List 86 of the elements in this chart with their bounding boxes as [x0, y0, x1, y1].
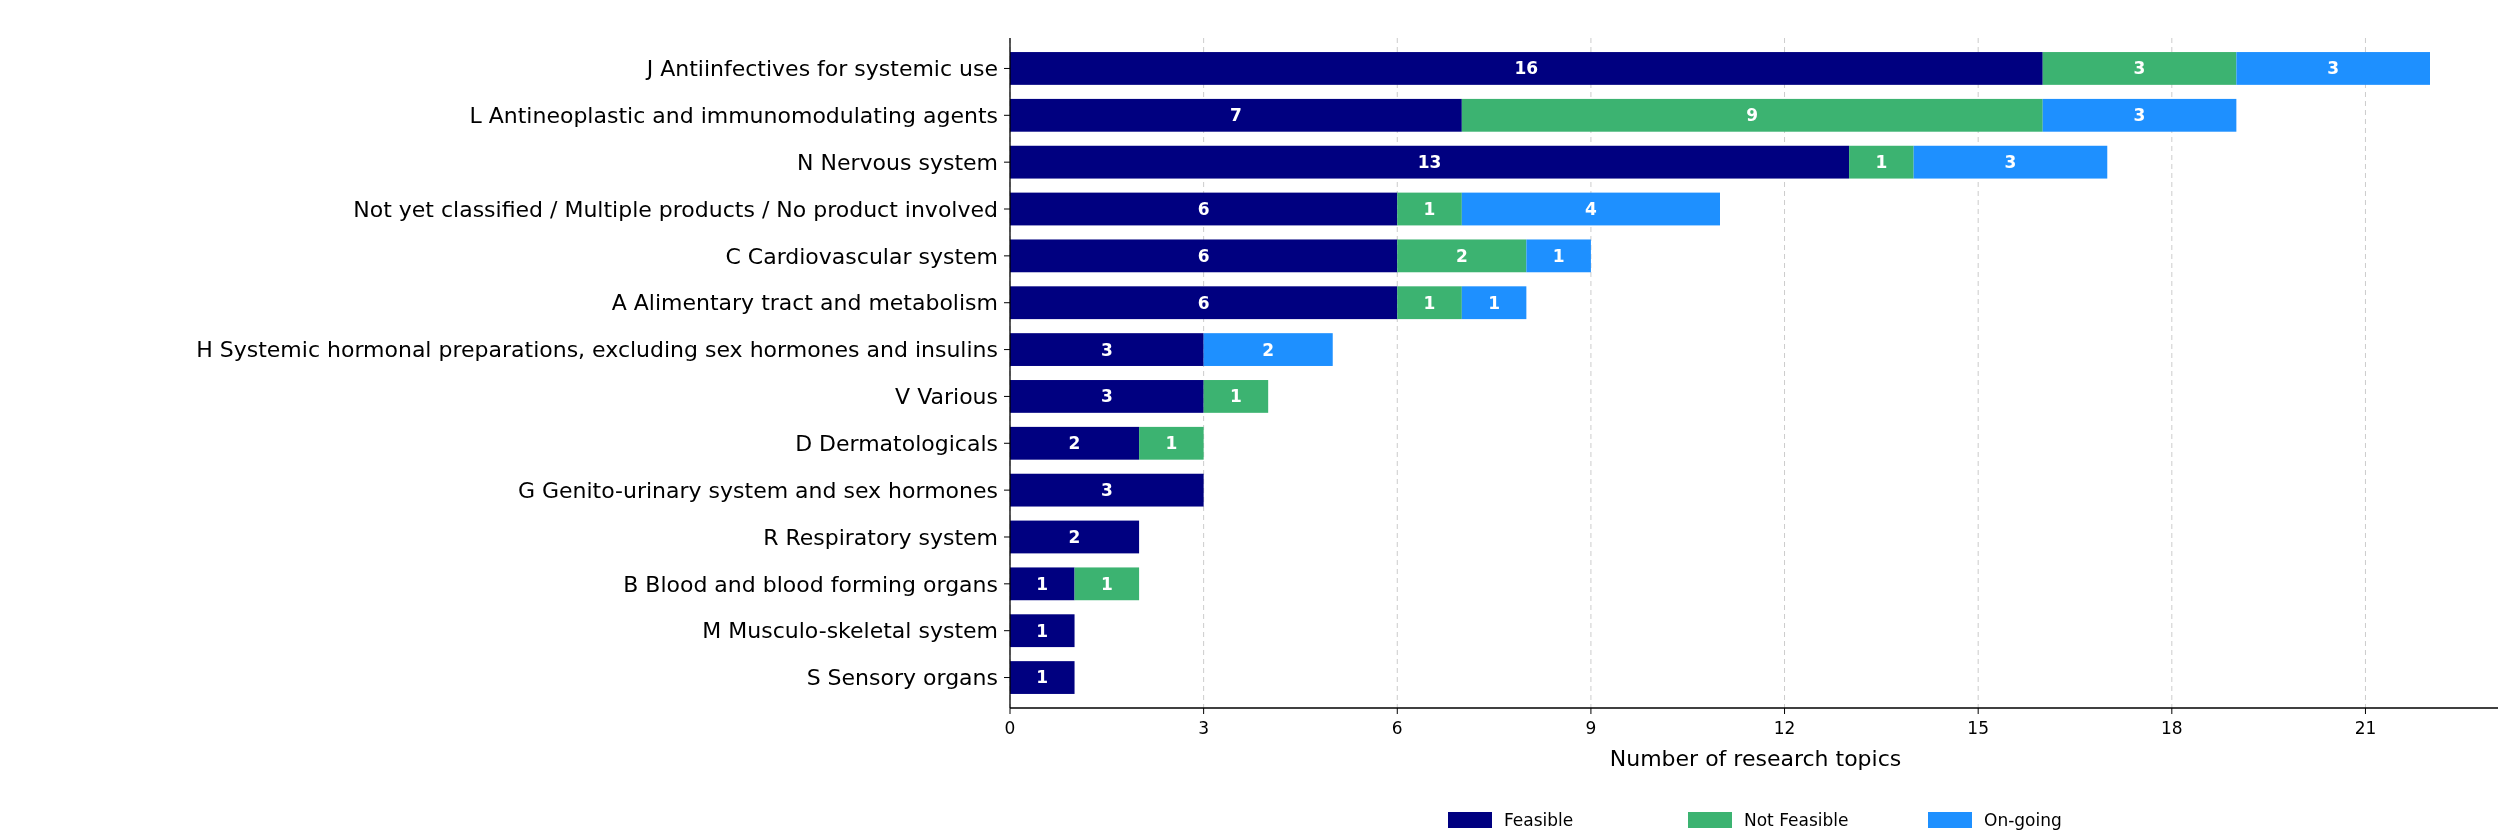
bar [1461, 192, 1720, 226]
data-label: 3 [2004, 152, 2017, 173]
bar [1010, 661, 1075, 694]
data-label: 1 [1229, 386, 1242, 407]
bar [1526, 239, 1591, 273]
data-label: 2 [1455, 245, 1468, 266]
y-tick-label: V Various [895, 384, 998, 410]
y-tick-label: J Antiinfectives for systemic use [644, 56, 998, 82]
legend-label: Feasible [1504, 809, 1574, 830]
y-tick-label: D Dermatologicals [795, 430, 998, 456]
bar [1849, 145, 1914, 179]
x-tick-label: 12 [1773, 718, 1796, 738]
data-label: 1 [1036, 620, 1049, 641]
y-tick-label: A Alimentary tract and metabolism [611, 290, 998, 316]
bar [1074, 567, 1140, 601]
x-tick-label: 21 [2354, 718, 2377, 738]
bar [1010, 145, 1850, 179]
bar [2042, 98, 2237, 132]
y-tick-label: G Genito-urinary system and sex hormones [517, 477, 998, 503]
data-label: 1 [1100, 573, 1113, 594]
bar [1010, 239, 1398, 273]
bar [1010, 98, 1462, 132]
bar [2042, 52, 2237, 85]
y-tick-label: B Blood and blood forming organs [623, 571, 998, 597]
bar [1010, 333, 1204, 366]
data-label: 3 [2327, 58, 2340, 79]
bar [1913, 145, 2108, 179]
data-label: 3 [1100, 480, 1113, 501]
y-tick-label: N Nervous system [797, 149, 998, 175]
data-label: 9 [1746, 105, 1759, 126]
x-tick-label: 0 [1004, 718, 1016, 738]
bar [1010, 567, 1075, 601]
data-label: 16 [1514, 58, 1539, 79]
data-label: 2 [1068, 526, 1081, 547]
data-label: 1 [1423, 198, 1436, 219]
data-label: 2 [1262, 339, 1275, 360]
bar [1139, 426, 1204, 460]
data-label: 13 [1417, 152, 1442, 173]
y-tick-label: M Musculo-skeletal system [702, 618, 998, 644]
bar [1010, 286, 1398, 320]
data-label: 1 [1875, 152, 1888, 173]
bar [1397, 192, 1462, 226]
bar [2236, 52, 2430, 85]
data-label: 1 [1165, 433, 1178, 454]
bar [1010, 614, 1075, 648]
data-label: 3 [2133, 105, 2146, 126]
data-label: 4 [1584, 198, 1597, 219]
bar [1010, 426, 1140, 460]
data-label: 2 [1068, 433, 1081, 454]
y-tick-label: C Cardiovascular system [725, 243, 998, 269]
bar [1010, 52, 2043, 85]
data-label: 3 [1100, 386, 1113, 407]
data-label: 3 [2133, 58, 2146, 79]
bar [1010, 192, 1398, 226]
data-label: 6 [1197, 245, 1210, 266]
data-label: 7 [1229, 105, 1242, 126]
bar [1203, 380, 1269, 413]
data-label: 1 [1036, 573, 1049, 594]
data-label: 6 [1197, 198, 1210, 219]
x-tick-label: 6 [1391, 718, 1403, 738]
y-tick-label: L Antineoplastic and immunomodulating agents [469, 103, 998, 129]
bar [1397, 286, 1462, 320]
bar [1397, 239, 1527, 273]
x-tick-label: 9 [1585, 718, 1597, 738]
y-tick-label: S Sensory organs [806, 665, 998, 691]
y-tick-label: Not yet classified / Multiple products / No product involved [353, 196, 998, 222]
data-label: 6 [1197, 292, 1210, 313]
bar [1461, 98, 2043, 132]
data-label: 3 [1100, 339, 1113, 360]
legend-label: Not Feasible [1744, 809, 1849, 830]
legend-label: On-going [1984, 809, 2062, 830]
x-tick-label: 3 [1198, 718, 1210, 738]
bar [1010, 380, 1204, 413]
bar [1203, 333, 1333, 366]
x-tick-label: 15 [1967, 718, 1989, 738]
bar [1461, 286, 1527, 320]
data-label: 1 [1488, 292, 1501, 313]
x-tick-label: 18 [2161, 718, 2183, 738]
data-label: 1 [1036, 667, 1049, 688]
data-label: 1 [1552, 245, 1565, 266]
x-axis-title: Number of research topics [1609, 746, 1902, 771]
bar [1010, 473, 1204, 507]
y-tick-label: H Systemic hormonal preparations, excluding sex hormones and insulins [196, 337, 998, 363]
y-tick-label: R Respiratory system [763, 524, 998, 550]
bar [1010, 520, 1140, 554]
data-label: 1 [1423, 292, 1436, 313]
